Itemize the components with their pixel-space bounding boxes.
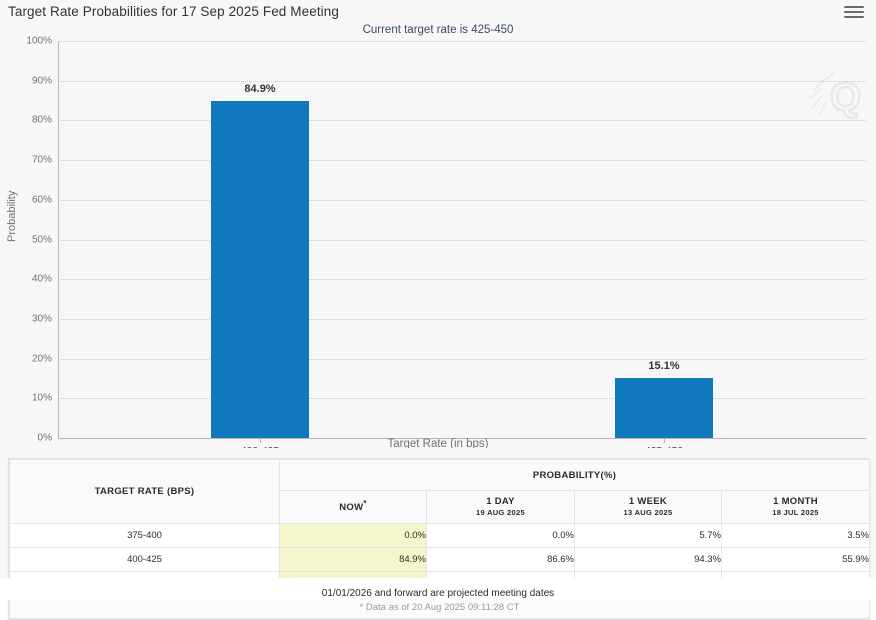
x-axis-title: Target Rate (in bps) xyxy=(387,438,489,448)
table-group-header: PROBABILITY(%) xyxy=(279,459,870,491)
y-gridline xyxy=(58,80,866,82)
bar-value-label: 15.1% xyxy=(648,360,680,373)
column-header-label: 1 MONTH xyxy=(773,495,818,507)
y-axis-title: Probability xyxy=(6,190,18,242)
y-tick-label: 50% xyxy=(31,234,52,245)
chart-bar[interactable] xyxy=(211,100,309,438)
column-header-label: 1 DAY xyxy=(486,495,515,507)
hamburger-bar xyxy=(844,6,864,8)
y-gridline xyxy=(58,160,866,162)
chart-panel: Current target rate is 425-450 Q Probabi… xyxy=(0,20,876,448)
hamburger-menu-icon[interactable] xyxy=(844,6,864,22)
table-cell-probability: 84.9% xyxy=(279,547,427,572)
y-tick-label: 80% xyxy=(31,114,52,126)
y-tick-label: 60% xyxy=(31,194,52,206)
projected-dates-note: 01/01/2026 and forward are projected mee… xyxy=(0,585,876,599)
chart-subtitle: Current target rate is 425-450 xyxy=(362,24,514,36)
y-gridline xyxy=(58,358,866,360)
column-header-date: 18 JUL 2025 xyxy=(772,508,819,518)
table-row[interactable]: 400-425 84.9% 86.6% 94.3% 55.9% xyxy=(9,547,870,572)
bar-value-label: 84.9% xyxy=(244,82,276,95)
table-cell-target-rate: 400-425 xyxy=(9,547,280,572)
y-gridline xyxy=(58,398,866,400)
x-tick-label: 400-425 xyxy=(241,445,280,448)
column-header-date: 19 AUG 2025 xyxy=(476,508,525,518)
y-tick-label: 20% xyxy=(31,353,52,365)
table-header-row-columns: NOW* 1 DAY 19 AUG 2025 1 WEEK 13 AUG 2025 1 M… xyxy=(10,490,870,524)
y-gridline xyxy=(58,318,866,320)
table-column-header[interactable]: 1 MONTH 18 JUL 2025 xyxy=(721,490,870,524)
column-header-label: 1 WEEK xyxy=(628,495,668,507)
table-column-header[interactable]: 1 WEEK 13 AUG 2025 xyxy=(574,490,722,524)
table-cell-probability: 3.5% xyxy=(721,523,870,548)
table-cell-probability: 0.0% xyxy=(426,523,575,548)
y-gridline xyxy=(58,239,866,241)
hamburger-bar xyxy=(844,11,864,13)
table-cell-probability: 5.7% xyxy=(574,523,722,548)
y-tick-label: 100% xyxy=(26,35,52,47)
table-cell-probability: 55.9% xyxy=(721,547,870,572)
y-tick-label: 0% xyxy=(37,432,52,444)
table-cell-probability: 0.0% xyxy=(279,523,427,548)
table-cell-probability: 86.6% xyxy=(426,547,575,572)
y-tick-label: 30% xyxy=(31,313,52,325)
y-gridline xyxy=(58,120,866,122)
column-header-footnote-marker: * xyxy=(363,499,367,509)
x-tick-label: 425-450 xyxy=(645,445,684,448)
table-row[interactable]: 375-400 0.0% 0.0% 5.7% 3.5% xyxy=(9,523,870,548)
y-tick-label: 70% xyxy=(31,154,52,166)
table-corner-header: TARGET RATE (BPS) xyxy=(9,459,280,524)
y-tick-label: 10% xyxy=(31,392,52,404)
x-tick-mark xyxy=(664,438,665,443)
table-cell-probability: 94.3% xyxy=(574,547,722,572)
hamburger-bar xyxy=(844,16,864,18)
y-gridline xyxy=(58,199,866,201)
y-gridline xyxy=(58,279,866,281)
column-header-date: 13 AUG 2025 xyxy=(623,508,673,518)
table-cell-target-rate: 375-400 xyxy=(9,523,280,548)
x-tick-mark xyxy=(260,438,261,443)
table-column-header[interactable]: 1 DAY 19 AUG 2025 xyxy=(426,490,575,524)
chart-plot-area: 0% 10% 20% 30% 40% 50% 60% 70% 80% 90% 100% 84.9% 40… xyxy=(26,36,866,448)
column-header-label: NOW xyxy=(339,502,364,514)
x-axis-line xyxy=(58,438,866,439)
y-tick-label: 40% xyxy=(31,273,52,285)
table-column-header[interactable]: NOW* xyxy=(279,490,427,524)
y-gridline xyxy=(58,41,866,42)
target-rate-probabilities-app: Target Rate Probabilities for 17 Sep 202… xyxy=(0,4,876,620)
y-tick-label: 90% xyxy=(31,75,52,87)
page-title: Target Rate Probabilities for 17 Sep 202… xyxy=(8,4,339,19)
chart-bar[interactable] xyxy=(615,378,713,438)
table-header-row-group: TARGET RATE (BPS) PROBABILITY(%) xyxy=(9,459,870,524)
